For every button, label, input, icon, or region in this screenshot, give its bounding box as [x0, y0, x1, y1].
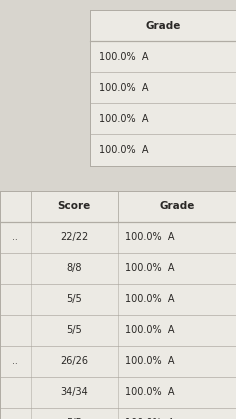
- Bar: [90, 10, 236, 166]
- Text: 5/5: 5/5: [67, 325, 82, 335]
- Text: 100.0%  A: 100.0% A: [125, 356, 175, 366]
- Text: Score: Score: [58, 201, 91, 211]
- Text: 100.0%  A: 100.0% A: [125, 232, 175, 242]
- Text: 100.0%  A: 100.0% A: [125, 263, 175, 273]
- Text: 100.0%  A: 100.0% A: [99, 83, 149, 93]
- Text: 100.0%  A: 100.0% A: [99, 52, 149, 62]
- Text: 34/34: 34/34: [60, 387, 88, 397]
- Text: 5/5: 5/5: [67, 418, 82, 419]
- Text: 100.0%  A: 100.0% A: [99, 114, 149, 124]
- Text: 100.0%  A: 100.0% A: [125, 418, 175, 419]
- Text: Grade: Grade: [145, 21, 181, 31]
- Text: Grade: Grade: [159, 201, 195, 211]
- Text: 26/26: 26/26: [60, 356, 88, 366]
- Text: 5/5: 5/5: [67, 294, 82, 304]
- Text: 100.0%  A: 100.0% A: [125, 387, 175, 397]
- Text: ..: ..: [13, 357, 18, 366]
- Text: 22/22: 22/22: [60, 232, 88, 242]
- Text: 100.0%  A: 100.0% A: [125, 294, 175, 304]
- Text: ..: ..: [13, 233, 18, 242]
- Text: 100.0%  A: 100.0% A: [99, 145, 149, 155]
- Bar: [0, 191, 236, 419]
- Text: 100.0%  A: 100.0% A: [125, 325, 175, 335]
- Text: 8/8: 8/8: [67, 263, 82, 273]
